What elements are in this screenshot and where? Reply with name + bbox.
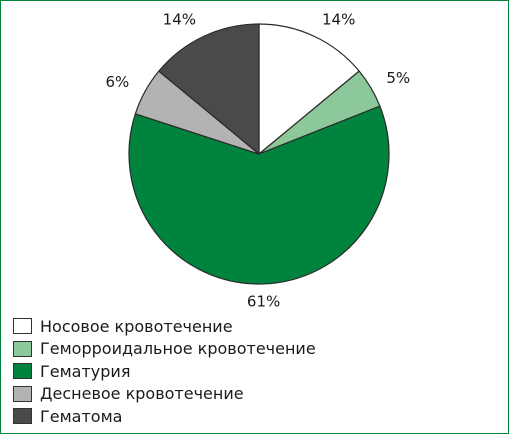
pie-label-nosebleed: 14% [322, 11, 355, 29]
pie-label-hemorrhoidal: 5% [386, 69, 410, 87]
legend-label-nosebleed: Носовое кровотечение [40, 316, 233, 336]
legend-swatch-gum-bleeding [13, 385, 32, 402]
pie-slice-nosebleed [258, 23, 360, 155]
legend-item-hematuria: Гематурия [13, 360, 316, 383]
pie-slice-hematoma [158, 23, 260, 155]
legend-swatch-hemorrhoidal [13, 340, 32, 357]
legend-label-hemorrhoidal: Геморроидальное кровотечение [40, 339, 316, 359]
legend-item-hemorrhoidal: Геморроидальное кровотечение [13, 338, 316, 361]
legend-label-hematoma: Гематома [40, 406, 123, 426]
legend-label-hematuria: Гематурия [40, 361, 131, 381]
legend: Носовое кровотечение Геморроидальное кро… [13, 315, 316, 428]
pie-label-gum-bleeding: 6% [106, 73, 130, 91]
legend-swatch-hematoma [13, 408, 32, 425]
legend-label-gum-bleeding: Десневое кровотечение [40, 384, 244, 404]
legend-swatch-nosebleed [13, 318, 32, 335]
pie-label-hematuria: 61% [247, 292, 280, 310]
legend-item-nosebleed: Носовое кровотечение [13, 315, 316, 338]
pie-slice-hematuria [128, 105, 390, 285]
legend-item-hematoma: Гематома [13, 405, 316, 428]
pie-chart: 14% 5% 61% 6% 14% [106, 11, 411, 311]
legend-swatch-hematuria [13, 363, 32, 380]
legend-item-gum-bleeding: Десневое кровотечение [13, 383, 316, 406]
pie-label-hematoma: 14% [163, 11, 196, 29]
